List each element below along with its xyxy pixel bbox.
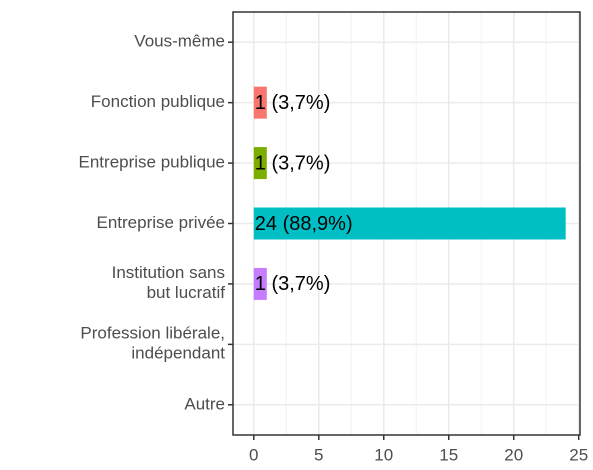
value-label: 1 (3,7%) bbox=[255, 92, 331, 114]
y-tick-label: Entreprise publique bbox=[79, 153, 225, 172]
x-tick-label: 10 bbox=[374, 445, 393, 464]
y-tick-label: Profession libérale, indépendant bbox=[80, 324, 225, 363]
value-label: 24 (88,9%) bbox=[255, 213, 353, 235]
bar bbox=[253, 267, 267, 300]
y-tick-label: Entreprise privée bbox=[96, 213, 225, 232]
x-tick-label: 0 bbox=[249, 445, 258, 464]
y-tick-label: Autre bbox=[184, 394, 225, 413]
bar bbox=[253, 207, 566, 240]
bar bbox=[253, 86, 267, 119]
value-label: 1 (3,7%) bbox=[255, 273, 331, 295]
bar bbox=[253, 147, 267, 180]
panel-border bbox=[232, 11, 581, 436]
y-tick-label: Vous-même bbox=[134, 32, 225, 51]
y-tick-label: Fonction publique bbox=[91, 92, 225, 111]
y-tick-label: Institution sans but lucratif bbox=[112, 263, 226, 302]
x-tick-label: 5 bbox=[314, 445, 323, 464]
value-label: 1 (3,7%) bbox=[255, 152, 331, 174]
x-tick-label: 25 bbox=[569, 445, 588, 464]
x-tick-label: 15 bbox=[439, 445, 458, 464]
x-tick-label: 20 bbox=[504, 445, 523, 464]
